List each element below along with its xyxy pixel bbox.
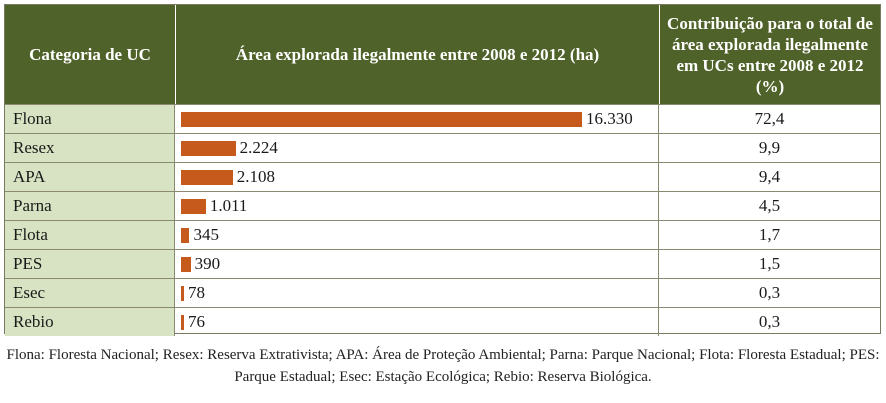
- percent-cell: 4,5: [758, 196, 781, 215]
- area-bar: [181, 315, 184, 330]
- percent-cell: 0,3: [758, 283, 781, 302]
- table-row: Resex 2.224 9,9: [5, 133, 880, 162]
- area-value-label: 345: [193, 225, 219, 244]
- area-bar: [181, 228, 190, 243]
- category-cell: Flona: [5, 105, 175, 133]
- bar-cell: 78: [175, 279, 659, 307]
- table-row: Parna 1.011 4,5: [5, 191, 880, 220]
- bar-cell: 2.224: [175, 134, 659, 162]
- area-bar: [181, 286, 184, 301]
- category-cell: Esec: [5, 279, 175, 307]
- bar-cell: 390: [175, 250, 659, 278]
- footnote: Flona: Floresta Nacional; Resex: Reserva…: [6, 347, 880, 385]
- bar-cell: 2.108: [175, 163, 659, 191]
- area-value-label: 1.011: [209, 196, 248, 215]
- header-contribution: Contribuição para o total de área explor…: [659, 5, 880, 104]
- category-cell: APA: [5, 163, 175, 191]
- percent-cell: 0,3: [758, 312, 781, 331]
- table-row: PES 390 1,5: [5, 249, 880, 278]
- category-cell: Resex: [5, 134, 175, 162]
- bar-cell: 76: [175, 308, 659, 336]
- percent-cell: 1,5: [758, 254, 781, 273]
- data-table: Categoria de UC Área explorada ilegalmen…: [4, 4, 881, 336]
- table-row: Rebio 76 0,3: [5, 307, 880, 336]
- header-category: Categoria de UC: [5, 5, 175, 104]
- table-row: Esec 78 0,3: [5, 278, 880, 307]
- area-value-label: 78: [188, 283, 205, 302]
- area-value-label: 2.108: [236, 167, 275, 186]
- area-bar: [181, 170, 233, 185]
- bar-cell: 16.330: [175, 105, 659, 133]
- area-bar: [181, 141, 236, 156]
- area-bar: [181, 257, 191, 272]
- category-cell: Rebio: [5, 308, 175, 336]
- table-row: APA 2.108 9,4: [5, 162, 880, 191]
- area-bar: [181, 199, 206, 214]
- category-cell: Flota: [5, 221, 175, 249]
- category-cell: PES: [5, 250, 175, 278]
- bar-cell: 345: [175, 221, 659, 249]
- area-value-label: 390: [194, 254, 221, 273]
- area-bar: [181, 112, 582, 127]
- area-value-label: 76: [188, 312, 205, 331]
- percent-cell: 9,9: [758, 138, 781, 157]
- percent-cell: 1,7: [758, 225, 781, 244]
- bar-cell: 1.011: [175, 192, 659, 220]
- table-row: Flota 345 1,7: [5, 220, 880, 249]
- percent-cell: 9,4: [758, 167, 781, 186]
- percent-cell: 72,4: [754, 109, 785, 128]
- category-cell: Parna: [5, 192, 175, 220]
- area-value-label: 16.330: [586, 109, 633, 128]
- area-value-label: 2.224: [239, 138, 278, 157]
- table-row: Flona 16.330 72,4: [5, 104, 880, 133]
- header-area: Área explorada ilegalmente entre 2008 e …: [175, 5, 659, 104]
